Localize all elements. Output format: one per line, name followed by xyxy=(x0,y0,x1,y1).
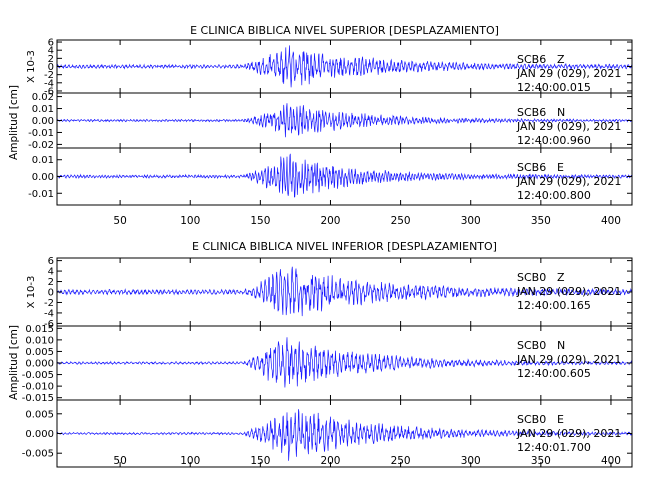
station-code: SCB0 xyxy=(517,413,546,426)
chart-title: E CLINICA BIBLICA NIVEL INFERIOR [DESPLA… xyxy=(192,240,497,253)
component-code: Z xyxy=(557,271,565,284)
y-tick-label: 6 xyxy=(48,256,54,267)
station-code: SCB6 xyxy=(517,106,546,119)
x-tick-label: 100 xyxy=(180,455,200,467)
station-component-label: SCB6 N xyxy=(517,106,565,119)
x-tick-label: 350 xyxy=(531,455,551,467)
y-axis-label: Amplitud [cm] xyxy=(8,325,20,400)
y-axis-label: Amplitud [cm] xyxy=(8,85,20,160)
y-tick-label: -0.01 xyxy=(28,189,54,200)
y-tick-label: 0.00 xyxy=(32,172,54,183)
y-tick-label: 0.000 xyxy=(25,359,54,370)
waveform-line xyxy=(56,266,633,317)
record-time: 12:40:00.165 xyxy=(517,299,591,312)
y-tick-label: -0.02 xyxy=(28,140,54,151)
x-tick-label: 250 xyxy=(391,455,411,467)
y-tick-label: 0.000 xyxy=(25,429,54,440)
x-tick-label: 150 xyxy=(250,455,270,467)
x-tick-label: 150 xyxy=(250,215,270,227)
x-tick-label: 100 xyxy=(180,215,200,227)
y-tick-label: -2 xyxy=(44,70,54,81)
x-tick-label: 300 xyxy=(461,455,481,467)
y-tick-label: 0.01 xyxy=(32,155,54,166)
component-code: N xyxy=(557,339,565,352)
x-tick-label: 300 xyxy=(461,215,481,227)
waveform-line xyxy=(56,103,633,138)
y-tick-label: -0.010 xyxy=(22,382,54,393)
station-component-label: SCB0 N xyxy=(517,339,565,352)
station-component-label: SCB0 Z xyxy=(517,271,565,284)
y-tick-label: 0 xyxy=(48,62,54,73)
y-tick-label: 0.005 xyxy=(25,409,54,420)
y-tick-label: 0.005 xyxy=(25,347,54,358)
record-date: JAN 29 (029), 2021 xyxy=(516,353,621,366)
record-time: 12:40:00.015 xyxy=(517,81,591,94)
y-tick-label: 2 xyxy=(48,277,54,288)
y-tick-label: -4 xyxy=(44,78,54,89)
component-code: E xyxy=(557,161,564,174)
station-component-label: SCB6 Z xyxy=(517,53,565,66)
x-tick-label: 50 xyxy=(113,215,126,227)
y-tick-label: 0.02 xyxy=(32,92,54,103)
waveform-line xyxy=(56,409,633,461)
scale-multiplier-label: X 10-3 xyxy=(26,50,37,83)
record-date: JAN 29 (029), 2021 xyxy=(516,120,621,133)
x-tick-label: 250 xyxy=(391,215,411,227)
y-tick-label: 4 xyxy=(48,46,54,57)
y-tick-label: 6 xyxy=(48,38,54,49)
y-tick-label: 0 xyxy=(48,288,54,299)
record-time: 12:40:00.800 xyxy=(517,189,591,202)
component-code: E xyxy=(557,413,564,426)
waveform-line xyxy=(56,337,633,388)
record-time: 12:40:01.700 xyxy=(517,441,591,454)
y-tick-label: -0.01 xyxy=(28,128,54,139)
y-tick-label: 0.01 xyxy=(32,104,54,115)
station-code: SCB6 xyxy=(517,161,546,174)
x-tick-label: 50 xyxy=(113,455,126,467)
y-tick-label: 4 xyxy=(48,267,54,278)
y-tick-label: 2 xyxy=(48,54,54,65)
x-tick-label: 350 xyxy=(531,215,551,227)
station-code: SCB0 xyxy=(517,271,546,284)
y-tick-label: -0.005 xyxy=(22,449,54,460)
record-time: 12:40:00.960 xyxy=(517,134,591,147)
x-tick-label: 200 xyxy=(320,215,340,227)
component-code: Z xyxy=(557,53,565,66)
y-tick-label: -6 xyxy=(44,319,54,330)
station-code: SCB0 xyxy=(517,339,546,352)
record-date: JAN 29 (029), 2021 xyxy=(516,175,621,188)
record-date: JAN 29 (029), 2021 xyxy=(516,285,621,298)
y-tick-label: -6 xyxy=(44,86,54,97)
chart-title: E CLINICA BIBLICA NIVEL SUPERIOR [DESPLA… xyxy=(190,24,499,37)
y-tick-label: 0.00 xyxy=(32,116,54,127)
y-tick-label: -0.005 xyxy=(22,370,54,381)
record-date: JAN 29 (029), 2021 xyxy=(516,427,621,440)
y-tick-label: 0.015 xyxy=(25,324,54,335)
x-tick-label: 400 xyxy=(601,215,621,227)
x-tick-label: 200 xyxy=(320,455,340,467)
station-component-label: SCB0 E xyxy=(517,413,564,426)
component-code: N xyxy=(557,106,565,119)
y-tick-label: -4 xyxy=(44,308,54,319)
station-code: SCB6 xyxy=(517,53,546,66)
scale-multiplier-label: X 10-3 xyxy=(26,276,37,309)
x-tick-label: 400 xyxy=(601,455,621,467)
y-tick-label: -0.015 xyxy=(22,393,54,404)
waveform-line xyxy=(56,45,633,88)
record-date: JAN 29 (029), 2021 xyxy=(516,67,621,80)
record-time: 12:40:00.605 xyxy=(517,367,591,380)
station-component-label: SCB6 E xyxy=(517,161,564,174)
y-tick-label: -2 xyxy=(44,298,54,309)
y-tick-label: 0.010 xyxy=(25,335,54,346)
waveform-line xyxy=(56,153,633,198)
